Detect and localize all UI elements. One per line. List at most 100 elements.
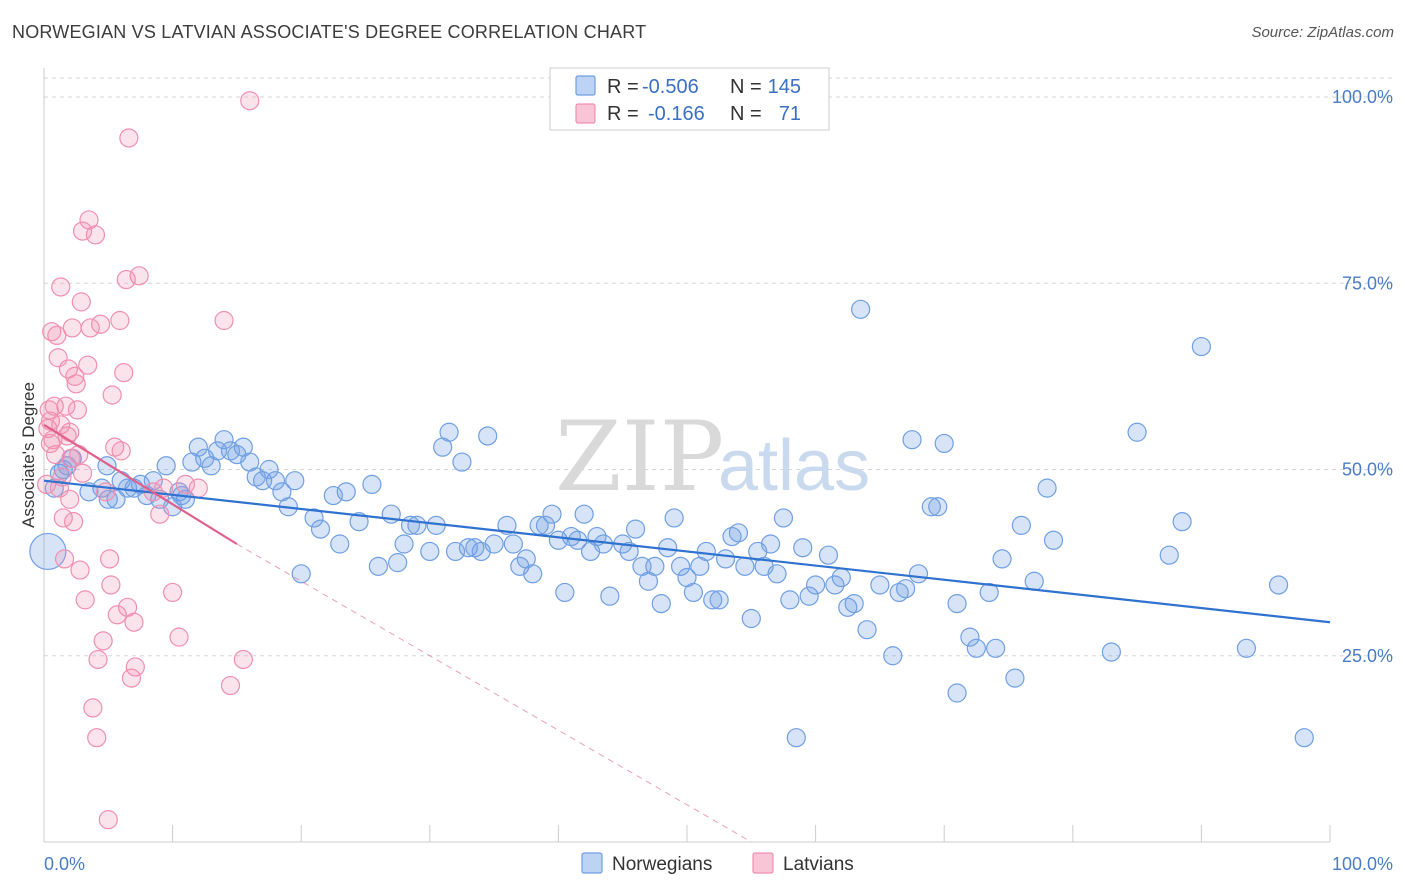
latvians-point xyxy=(75,590,95,610)
latvians-point xyxy=(111,441,131,461)
norwegians-point xyxy=(394,534,414,554)
latvians-point xyxy=(101,575,121,595)
norwegians-point xyxy=(106,489,126,509)
latvians-point xyxy=(129,266,149,286)
norwegians-point xyxy=(439,422,459,442)
norwegians-points xyxy=(29,299,1314,748)
latvians-point xyxy=(214,310,234,331)
latvians-point xyxy=(240,91,260,111)
legend-n-value-2: 71 xyxy=(779,103,801,125)
latvians-point xyxy=(54,549,75,569)
latvians-point xyxy=(85,225,106,245)
norwegians-point xyxy=(79,482,99,502)
norwegians-point xyxy=(1127,422,1147,442)
grid-lines xyxy=(44,77,1394,657)
latvians-point xyxy=(98,810,118,830)
latvians-point xyxy=(169,627,189,647)
latvians-point xyxy=(119,128,139,148)
norwegians-point xyxy=(670,556,691,576)
norwegians-point xyxy=(683,582,704,603)
norwegians-point xyxy=(741,608,761,629)
latvians-point xyxy=(175,474,196,494)
norwegians-point xyxy=(703,590,723,610)
latvians-point xyxy=(116,269,136,290)
latvians-trend-extension xyxy=(236,543,752,843)
latvians-point xyxy=(163,582,183,603)
y-tick-labels: 25.0% 50.0% 75.0% 100.0% xyxy=(1332,87,1393,666)
norwegians-point xyxy=(908,564,929,584)
latvians-point xyxy=(233,649,253,670)
norwegians-legend-label: Norwegians xyxy=(612,854,712,875)
norwegians-point xyxy=(535,515,556,535)
norwegians-trend-line xyxy=(43,479,1331,624)
norwegians-point xyxy=(767,564,787,584)
latvians-point xyxy=(45,445,66,465)
latvians-point xyxy=(40,433,61,454)
norwegians-point xyxy=(143,471,163,491)
norwegians-point xyxy=(780,590,800,610)
norwegians-point xyxy=(388,553,408,573)
latvians-point xyxy=(58,359,79,379)
latvians-point xyxy=(150,504,170,524)
latvians-point xyxy=(72,221,93,241)
y-tick-label-3: 100.0% xyxy=(1332,87,1393,107)
norwegians-point xyxy=(291,564,311,584)
norwegians-point xyxy=(458,538,478,558)
norwegians-point xyxy=(715,549,736,569)
norwegians-point xyxy=(773,508,794,528)
norwegians-point xyxy=(259,459,279,480)
legend-n-label-1: N = xyxy=(730,76,762,98)
latvians-point xyxy=(60,422,80,442)
latvians-point xyxy=(44,396,64,416)
norwegians-point xyxy=(503,534,523,554)
latvians-point xyxy=(67,400,88,420)
norwegians-point xyxy=(651,593,671,614)
norwegians-point xyxy=(1159,545,1179,565)
norwegians-point xyxy=(966,638,986,658)
norwegians-point xyxy=(156,456,176,476)
latvians-swatch-icon xyxy=(575,103,596,124)
latvians-point xyxy=(78,355,98,375)
legend-r-value-2: -0.166 xyxy=(648,103,705,125)
norwegians-point xyxy=(323,485,343,506)
latvians-trend-line xyxy=(43,423,238,545)
norwegians-point xyxy=(619,541,639,562)
norwegians-point xyxy=(947,593,967,614)
latvians-point xyxy=(70,560,90,580)
norwegians-point xyxy=(484,534,504,554)
norwegians-point xyxy=(1024,571,1044,591)
norwegians-point xyxy=(445,541,466,562)
latvians-point xyxy=(87,728,107,748)
norwegians-point xyxy=(709,590,729,610)
latvians-point xyxy=(69,445,89,465)
latvians-point xyxy=(90,314,111,334)
y-tick-label-2: 75.0% xyxy=(1342,273,1393,293)
norwegians-point xyxy=(760,534,781,554)
norwegians-point xyxy=(831,567,851,588)
axes xyxy=(43,68,1331,843)
norwegians-point xyxy=(883,646,903,666)
norwegians-point xyxy=(857,620,877,640)
latvians-point xyxy=(88,649,108,670)
latvians-point xyxy=(80,318,100,338)
watermark-atlas: atlas xyxy=(718,426,870,506)
norwegians-point xyxy=(420,541,440,562)
y-tick-label-1: 50.0% xyxy=(1342,460,1393,480)
latvians-legend-label: Latvians xyxy=(783,854,854,875)
x-tick-label-max: 100.0% xyxy=(1332,854,1393,874)
y-tick-label-0: 25.0% xyxy=(1342,646,1393,666)
norwegians-point xyxy=(818,545,839,565)
norwegians-point xyxy=(304,508,324,528)
norwegians-point xyxy=(1191,336,1212,357)
norwegians-point xyxy=(98,489,118,509)
latvians-point xyxy=(96,482,116,502)
norwegians-point xyxy=(851,299,871,319)
legend-r-label-2: R = xyxy=(607,103,639,125)
norwegians-point xyxy=(542,504,562,524)
trend-lines xyxy=(43,423,1331,843)
norwegians-point xyxy=(188,437,208,457)
latvians-point xyxy=(93,631,113,651)
norwegians-point xyxy=(368,556,388,576)
legend-r-label-1: R = xyxy=(607,76,639,98)
